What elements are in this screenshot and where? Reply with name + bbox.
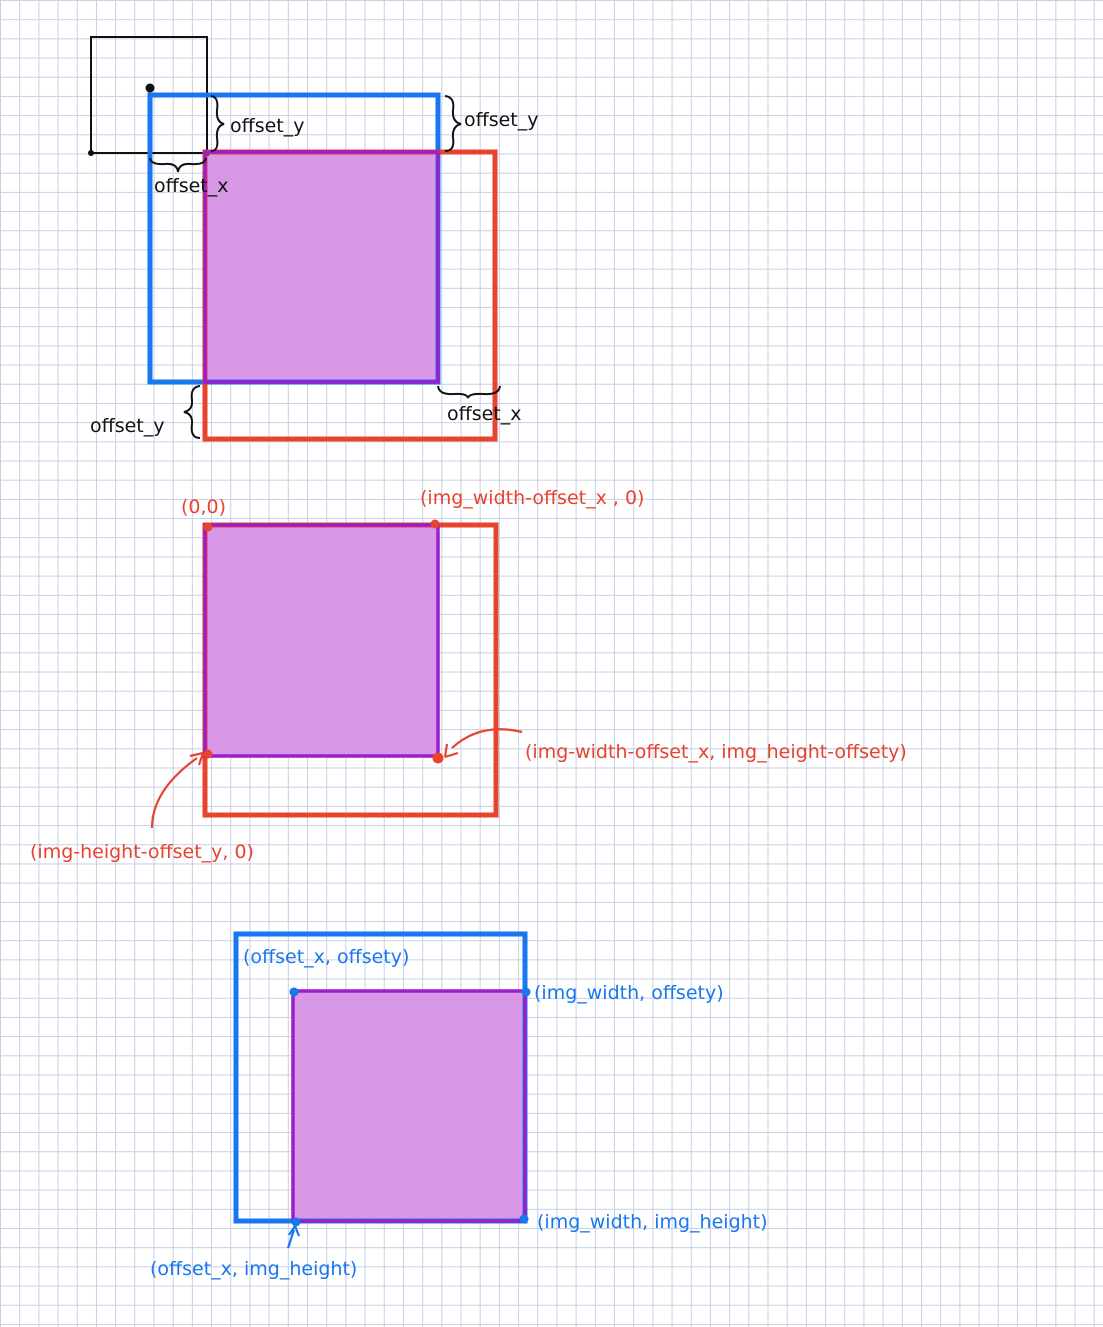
- label-bot-top-left: (offset_x, offsety): [243, 946, 409, 968]
- dot-bottom-left: [203, 749, 213, 759]
- arrow-bottom-right: [451, 728, 523, 749]
- arrowhead-bot-bottom-left: [288, 1225, 301, 1237]
- kernel-center-dot: [145, 83, 155, 93]
- overlap-outline-top: [203, 150, 440, 384]
- bottom-diagram: (offset_x, offsety) (img_width, offsety)…: [150, 931, 768, 1280]
- label-bottom-left: (img-height-offset_y, 0): [30, 841, 254, 863]
- label-top-right: (img_width-offset_x , 0): [420, 487, 644, 509]
- label-offset-y-bottom: offset_y: [90, 415, 165, 437]
- dot-bot-top-right: [521, 987, 531, 997]
- arrowhead-bottom-right: [443, 743, 459, 759]
- kernel-corner-dot-left: [88, 150, 94, 156]
- overlap-region-top: [205, 152, 438, 382]
- label-origin: (0,0): [181, 496, 226, 518]
- brace-offset-y-outer: [444, 95, 462, 152]
- dot-bot-top-left: [289, 987, 299, 997]
- overlap-outline-mid: [203, 523, 440, 758]
- dot-bot-bottom-right: [519, 1214, 529, 1224]
- arrow-bot-bottom-left: [286, 1229, 296, 1249]
- middle-diagram: (0,0) (img_width-offset_x , 0) (img-widt…: [30, 487, 907, 863]
- label-bottom-right: (img-width-offset_x, img_height-offsety): [525, 741, 907, 763]
- label-offset-x-left: offset_x: [154, 175, 229, 197]
- label-offset-y-outer: offset_y: [464, 109, 539, 131]
- dot-bot-bottom-left: [291, 1217, 301, 1227]
- arrow-bottom-left: [150, 757, 198, 829]
- label-offset-y-inner: offset_y: [230, 115, 305, 137]
- overlap-region-mid: [205, 525, 438, 756]
- brace-offset-y-inner: [210, 95, 225, 152]
- dot-origin: [203, 522, 213, 532]
- overlap-outline-bot: [291, 989, 527, 1223]
- label-offset-x-right: offset_x: [447, 403, 522, 425]
- top-diagram: offset_y offset_y offset_x offset_y offs…: [88, 36, 539, 442]
- brace-offset-x-left: [149, 157, 207, 173]
- label-bot-top-right: (img_width, offsety): [534, 982, 724, 1004]
- arrowhead-bottom-left: [189, 751, 205, 766]
- brace-offset-x-right: [437, 385, 501, 399]
- brace-offset-y-bottom: [183, 385, 201, 439]
- label-bot-bottom-right: (img_width, img_height): [537, 1211, 768, 1233]
- label-bot-bottom-left: (offset_x, img_height): [150, 1258, 357, 1280]
- dot-top-right: [430, 519, 440, 529]
- overlap-region-bot: [293, 991, 525, 1221]
- dot-bottom-right: [432, 752, 444, 764]
